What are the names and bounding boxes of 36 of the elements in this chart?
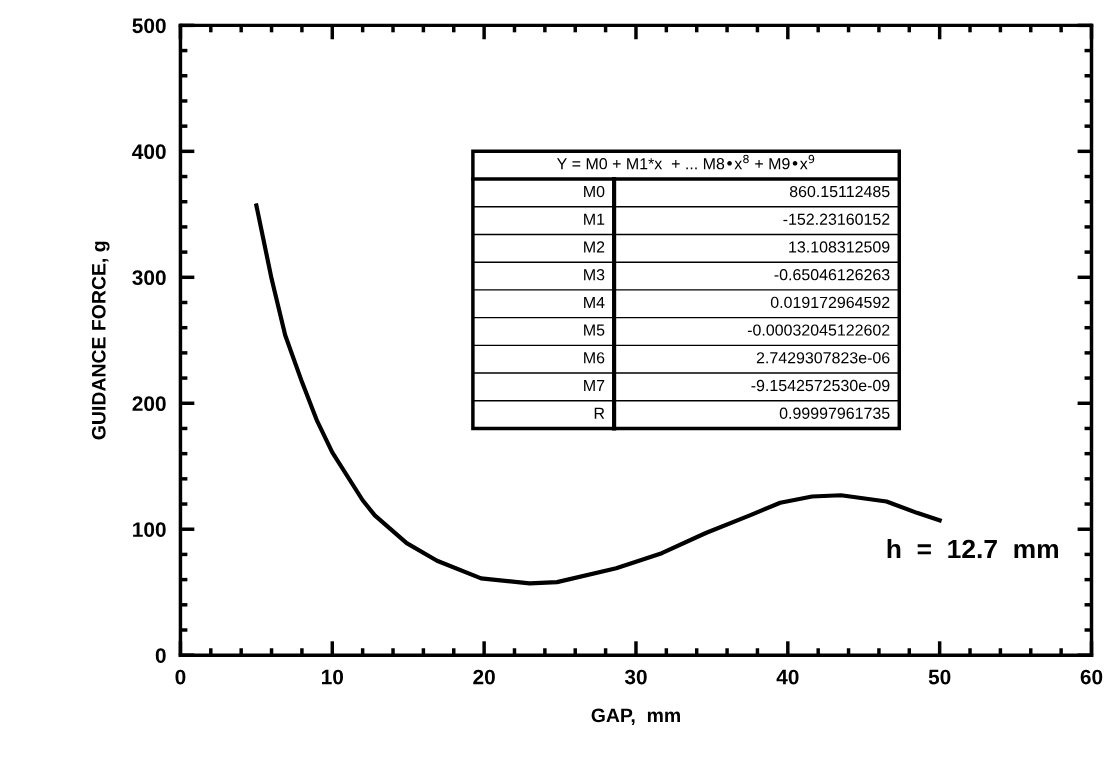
annotation: M0 xyxy=(584,185,605,198)
annotation: M4 xyxy=(584,296,605,308)
y-tick-label: 300 xyxy=(132,270,166,286)
annotation: R xyxy=(594,407,605,419)
x-tick-label: 40 xyxy=(776,669,799,685)
annotation: M3 xyxy=(584,269,605,281)
annotation: 2.7429307823e-06 xyxy=(756,352,890,364)
x-tick-label: 30 xyxy=(624,669,647,685)
annotation: -0.65046126263 xyxy=(774,269,890,281)
annotation: 13.108312509 xyxy=(789,241,890,253)
y-tick-label: 100 xyxy=(133,522,166,537)
y-axis-title: GUIDANCE FORCE, g xyxy=(91,241,110,440)
annotation: 0.019172964592 xyxy=(770,296,890,309)
annotation: M2 xyxy=(584,241,605,253)
x-axis-title: GAP, mm xyxy=(591,708,680,726)
annotation: Y = M0 + M1*x + ... M8•x$^{8}$ + M9•x$^{9}$ xyxy=(556,154,815,170)
annotation: 0.99997961735 xyxy=(779,407,890,419)
y-tick-label: 0 xyxy=(155,648,166,663)
x-tick-label: 60 xyxy=(1080,669,1103,685)
x-tick-label: 10 xyxy=(322,669,344,685)
annotation: M7 xyxy=(584,380,605,392)
x-tick-label: 0 xyxy=(175,669,186,685)
annotation: -0.00032045122602 xyxy=(747,324,890,336)
y-tick-label: 500 xyxy=(132,18,166,34)
annotation: M6 xyxy=(584,352,605,364)
annotation: M1 xyxy=(584,213,605,225)
y-tick-label: 400 xyxy=(132,144,166,160)
annotation: 860.15112485 xyxy=(789,185,890,198)
x-tick-label: 50 xyxy=(928,669,951,685)
line-series xyxy=(254,203,942,586)
x-tick-label: 20 xyxy=(473,669,495,685)
y-tick-label: 200 xyxy=(132,396,166,412)
annotation: -9.1542572530e-09 xyxy=(751,379,890,392)
annotation: M5 xyxy=(584,324,605,336)
annotation: h = 12.7 mm xyxy=(887,538,1058,559)
annotation: -152.23160152 xyxy=(783,213,890,225)
